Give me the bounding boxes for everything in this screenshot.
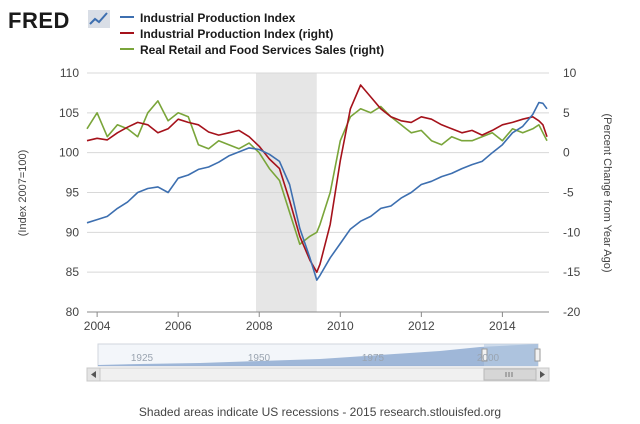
legend-swatch-2 xyxy=(120,31,134,34)
series-line-retail-sales-pct xyxy=(86,100,548,246)
y-tick-label-right: -5 xyxy=(563,186,574,200)
y-tick-label-right: 0 xyxy=(563,146,570,160)
chart-area: 80 85 90 95 100 105 110 -20 -15 -10 -5 0 5 10 2004 2006… xyxy=(17,66,613,382)
x-tick-label: 2008 xyxy=(246,319,273,333)
y-tick-label-left: 85 xyxy=(66,265,80,279)
scrollbar-thumb[interactable] xyxy=(483,368,537,381)
y-tick-label-left: 90 xyxy=(66,225,80,239)
fred-logo: FRED xyxy=(8,8,70,33)
y-tick-label-right: -10 xyxy=(563,225,581,239)
navigator-label-1975: 1975 xyxy=(362,353,385,364)
x-tick-label: 2006 xyxy=(165,319,192,333)
footer-note: Shaded areas indicate US recessions - 20… xyxy=(138,405,502,419)
y-axis-title-left: (Index 2007=100) xyxy=(17,150,29,237)
arrow-right-icon xyxy=(540,371,545,378)
legend-swatch-1 xyxy=(120,15,134,18)
navigator-label-2000: 2000 xyxy=(477,353,500,364)
legend-label-1: Industrial Production Index xyxy=(140,11,296,25)
x-tick-label: 2010 xyxy=(327,319,354,333)
y-tick-label-left: 110 xyxy=(60,66,79,80)
y-axis-title-right: (Percent Change from Year Ago) xyxy=(601,114,613,273)
legend-item-2[interactable]: Industrial Production Index (right) xyxy=(120,27,333,41)
legend-label-2: Industrial Production Index (right) xyxy=(140,27,334,41)
navigator-selected-range[interactable] xyxy=(484,344,538,366)
scrollbar-track[interactable] xyxy=(86,367,550,382)
y-tick-label-left: 95 xyxy=(66,186,80,200)
series-line-industrial-production xyxy=(86,101,548,281)
plot-area: 80 85 90 95 100 105 110 -20 -15 -10 -5 0 5 10 2004 2006… xyxy=(59,66,581,333)
y-tick-label-left: 100 xyxy=(59,146,79,160)
y-tick-label-right: 5 xyxy=(563,106,570,120)
y-tick-label-right: 10 xyxy=(563,66,577,80)
x-tick-label: 2012 xyxy=(408,319,435,333)
legend-label-3: Real Retail and Food Services Sales (rig… xyxy=(140,43,385,57)
navigator-label-1925: 1925 xyxy=(131,353,154,364)
y-tick-label-left: 105 xyxy=(59,106,79,120)
legend-swatch-3 xyxy=(120,47,134,50)
y-tick-label-right: -15 xyxy=(563,265,581,279)
grip-icon xyxy=(505,372,513,377)
navigator-handle-right[interactable] xyxy=(534,348,541,362)
arrow-left-icon xyxy=(91,371,96,378)
scrollbar[interactable] xyxy=(86,367,550,382)
x-tick-label: 2014 xyxy=(489,319,516,333)
navigator-label-1950: 1950 xyxy=(248,353,271,364)
chart-line-icon xyxy=(88,10,110,28)
navigator[interactable]: 1925 1950 1975 2000 xyxy=(97,343,541,367)
legend-item-1[interactable]: Industrial Production Index xyxy=(120,11,295,25)
series-line-industrial-production-pct xyxy=(86,84,548,274)
legend-item-3[interactable]: Real Retail and Food Services Sales (rig… xyxy=(120,43,384,57)
y-tick-label-left: 80 xyxy=(66,305,80,319)
navigator-handle-left[interactable] xyxy=(481,348,488,362)
navigator-series xyxy=(98,344,538,366)
y-tick-label-right: -20 xyxy=(563,305,581,319)
x-tick-label: 2004 xyxy=(84,319,111,333)
